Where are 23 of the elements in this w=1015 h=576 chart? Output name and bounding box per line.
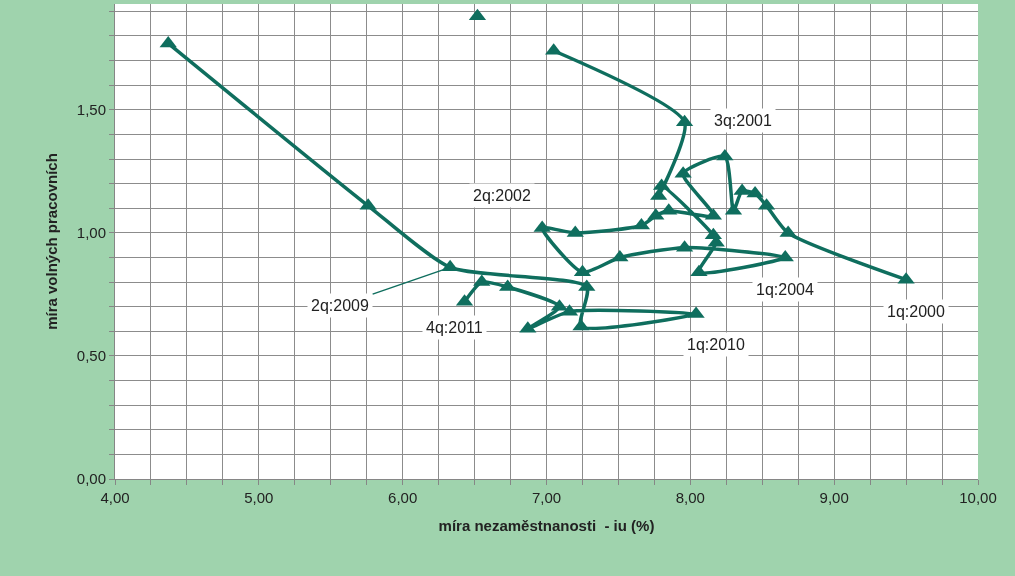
y-tick-label: 0,50 <box>76 347 106 365</box>
x-tick-label: 5,00 <box>244 489 274 506</box>
annotation: 2q:2009 <box>311 297 369 314</box>
annotation: 1q:2000 <box>887 303 945 320</box>
y-tick-label: 0,00 <box>76 470 106 488</box>
y-tick-label: 1,50 <box>76 101 106 119</box>
point <box>690 264 708 277</box>
annotation: 4q:2011 <box>426 319 483 336</box>
annotation: 3q:2001 <box>714 112 772 129</box>
annotation: 1q:2010 <box>687 336 745 353</box>
x-axis-title: míra nezaměstnanosti - iu (%) <box>438 517 655 534</box>
x-tick-label: 6,00 <box>388 489 418 506</box>
x-tick-label: 7,00 <box>531 489 562 506</box>
annotation: 2q:2002 <box>473 187 531 204</box>
x-tick-label: 4,00 <box>100 489 130 506</box>
point <box>572 318 590 331</box>
x-tick-label: 10,00 <box>959 489 997 506</box>
annotation: 1q:2004 <box>756 281 814 298</box>
point <box>159 35 177 48</box>
y-tick-label: 1,00 <box>76 224 106 242</box>
y-axis-title: míra volných pracovních <box>43 153 61 330</box>
x-tick-label: 9,00 <box>819 489 849 506</box>
x-tick-label: 8,00 <box>675 489 705 506</box>
